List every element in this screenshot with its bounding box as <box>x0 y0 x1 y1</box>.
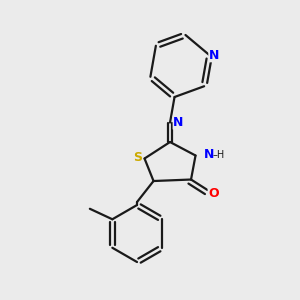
Text: O: O <box>208 187 219 200</box>
Text: –H: –H <box>213 150 225 160</box>
Text: N: N <box>204 148 214 160</box>
Text: N: N <box>173 116 184 129</box>
Text: S: S <box>134 152 142 164</box>
Text: N: N <box>209 49 219 62</box>
